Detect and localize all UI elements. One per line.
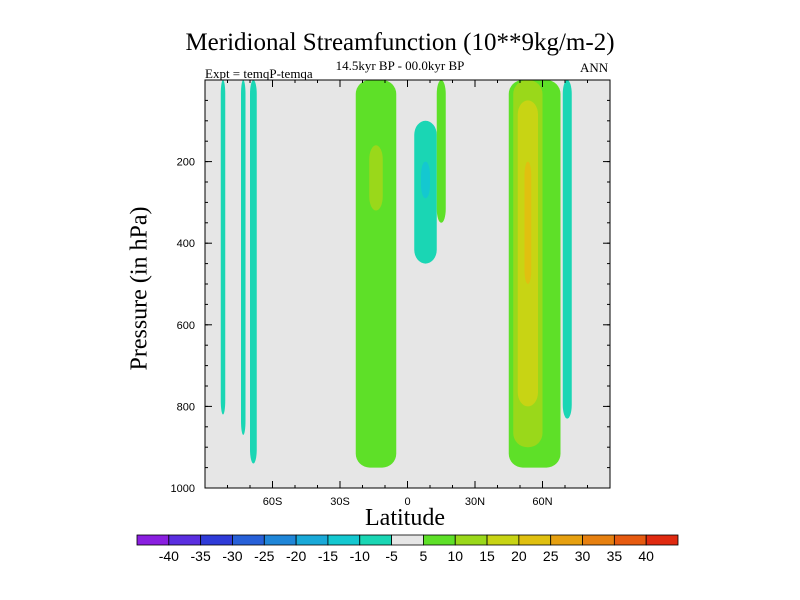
colorbar-label: -15 — [318, 548, 338, 564]
colorbar-swatch — [263, 534, 297, 546]
chart-subtitle: 14.5kyr BP - 00.0kyr BP — [335, 58, 465, 73]
colorbar-swatch — [136, 534, 170, 546]
x-tick-label: 30N — [465, 496, 485, 508]
colorbar: -40 -35 -30 -25 -20 -15 -10 -5 5 10 15 20 25 30 35 40 — [136, 534, 679, 564]
colorbar-label: 10 — [447, 548, 463, 564]
colorbar-label: -25 — [254, 548, 274, 564]
contour-region-nh-jet-core — [524, 161, 532, 284]
contour-region-sh-polar-b — [241, 80, 246, 435]
contour-region-nh-subtrop-pos — [436, 80, 446, 223]
colorbar-label: 5 — [420, 548, 428, 564]
x-axis-label: Latitude — [365, 505, 445, 531]
colorbar-swatch — [391, 534, 424, 546]
colorbar-swatch — [454, 534, 488, 546]
colorbar-label: 30 — [575, 548, 591, 564]
colorbar-swatch — [423, 534, 456, 546]
colorbar-swatch — [486, 534, 520, 546]
contour-region-sh-polar-c — [250, 80, 257, 464]
season-label: ANN — [580, 60, 609, 75]
colorbar-swatch — [359, 534, 392, 546]
y-tick-label: 1000 — [171, 483, 195, 495]
contour-region-nh-tropics-core — [421, 161, 430, 199]
x-tick-label: 30S — [330, 496, 350, 508]
colorbar-label: 15 — [479, 548, 495, 564]
y-tick-label: 800 — [177, 401, 195, 413]
experiment-label: Expt = temqP-temqa — [205, 66, 313, 81]
colorbar-swatch — [550, 534, 583, 546]
colorbar-swatch — [645, 534, 679, 546]
y-tick-label: 600 — [177, 320, 195, 332]
colorbar-swatch — [518, 534, 552, 546]
x-tick-label: 60S — [263, 496, 283, 508]
axes: 60S 30S 0 30N 60N 200 400 600 800 1000 — [171, 79, 611, 508]
colorbar-label: 20 — [511, 548, 527, 564]
x-tick-label: 60N — [532, 496, 552, 508]
colorbar-swatch — [327, 534, 361, 546]
colorbar-label: -30 — [222, 548, 242, 564]
chart-title: Meridional Streamfunction (10**9kg/m-2) — [185, 29, 615, 56]
colorbar-swatch — [613, 534, 647, 546]
colorbar-label: -5 — [385, 548, 398, 564]
colorbar-label: -35 — [191, 548, 211, 564]
colorbar-swatch — [168, 534, 202, 546]
x-tick-label: 0 — [404, 496, 410, 508]
contour-region-sh-tropics — [355, 80, 397, 468]
plot-area — [204, 79, 611, 489]
colorbar-swatch — [582, 534, 615, 546]
contour-region-sh-tropics-core — [369, 145, 383, 211]
y-tick-label: 400 — [177, 238, 195, 250]
colorbar-label: 40 — [638, 548, 654, 564]
colorbar-swatch — [232, 534, 265, 546]
y-tick-label: 200 — [177, 157, 195, 169]
colorbar-label: -10 — [350, 548, 370, 564]
colorbar-swatch — [295, 534, 329, 546]
colorbar-swatch — [200, 534, 233, 546]
contour-region-nh-polar-neg — [562, 80, 572, 419]
colorbar-label: 25 — [543, 548, 559, 564]
colorbar-label: -20 — [286, 548, 306, 564]
colorbar-label: 35 — [607, 548, 623, 564]
contour-region-sh-polar-a — [220, 80, 226, 415]
colorbar-label: -40 — [159, 548, 179, 564]
